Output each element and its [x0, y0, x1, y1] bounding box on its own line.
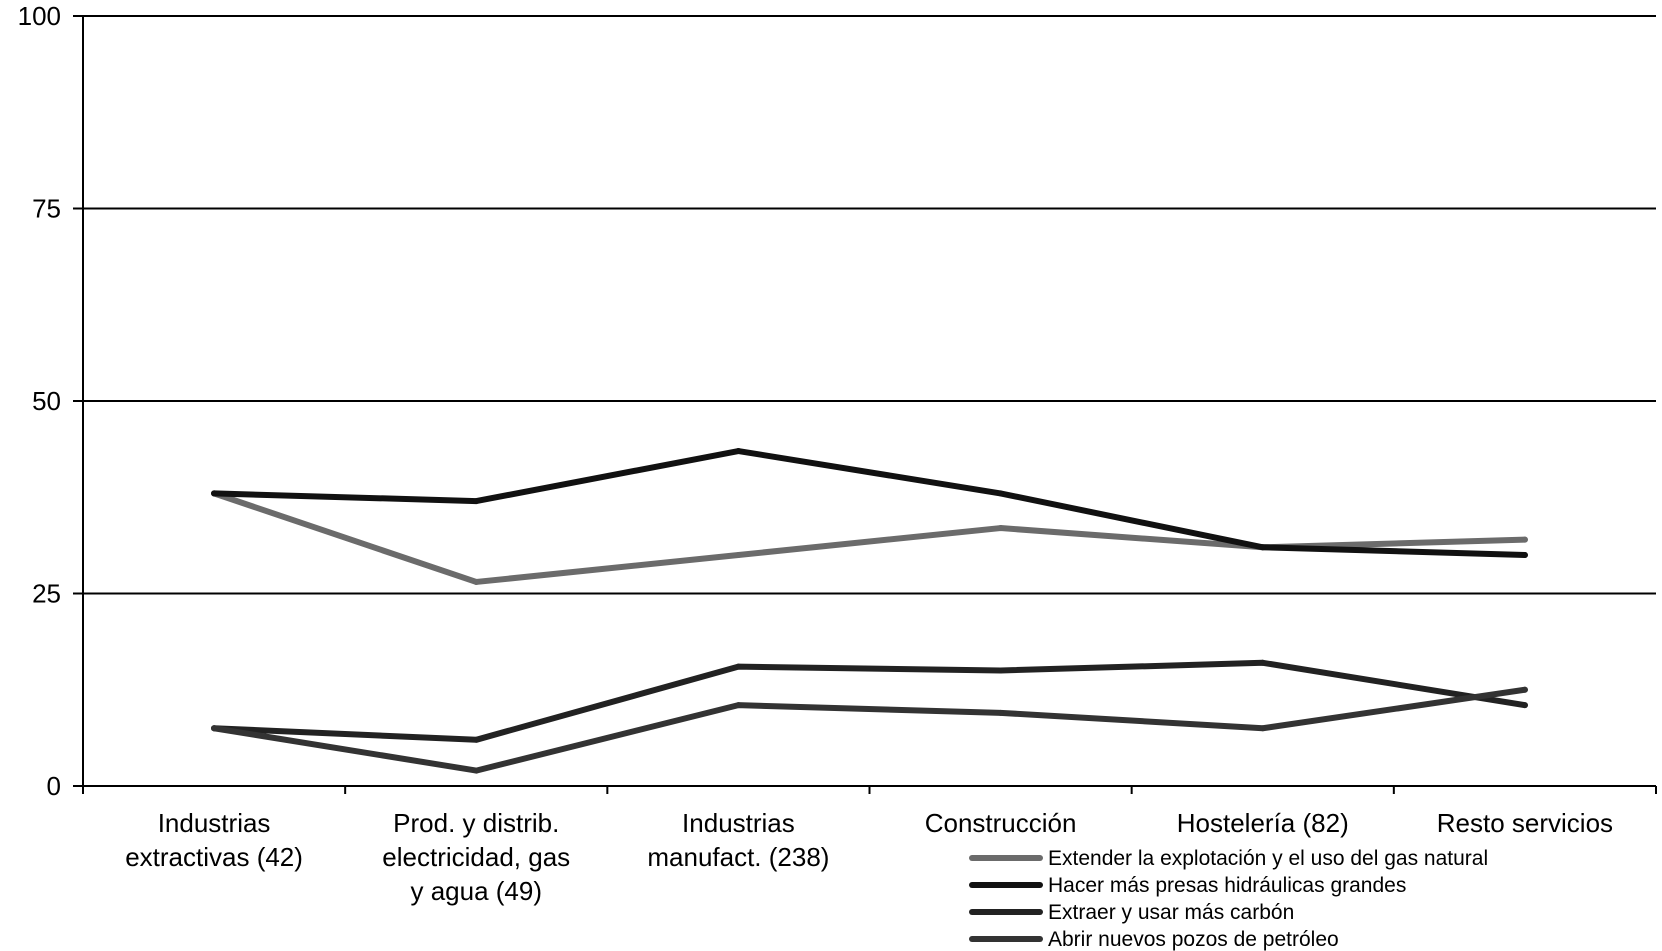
x-tick-label: Construcción — [925, 808, 1077, 838]
y-tick-label: 100 — [18, 1, 61, 31]
series-lines — [211, 448, 1528, 774]
data-point — [735, 552, 742, 558]
data-point — [473, 736, 480, 743]
data-point — [735, 448, 742, 455]
data-point — [1521, 552, 1528, 558]
x-tick-labels: Industrias extractivas (42) Prod. y distri… — [125, 808, 1613, 906]
data-point — [473, 578, 480, 585]
legend-entry-label: Hacer más presas hidráulicas grandes — [1048, 874, 1406, 897]
data-point — [1259, 544, 1266, 551]
data-point — [1521, 686, 1528, 693]
y-tick-label: 75 — [32, 194, 61, 224]
y-tick-labels: 0 25 50 75 100 — [18, 1, 61, 801]
data-point — [473, 767, 480, 774]
data-point — [997, 490, 1004, 497]
x-tick-label: Hostelería (82) — [1177, 808, 1349, 838]
x-tick-label-line: Construcción — [925, 808, 1077, 838]
y-tick-label: 25 — [32, 579, 61, 609]
x-tick-label-line: Resto servicios — [1437, 808, 1613, 838]
series-line-3 — [211, 686, 1528, 774]
data-point — [1259, 725, 1266, 732]
y-tick-label: 0 — [47, 771, 61, 801]
series-line-1 — [211, 448, 1528, 558]
legend-entry-label: Extender la explotación y el uso del gas… — [1048, 847, 1488, 870]
grid-lines — [83, 15, 1656, 595]
x-tick-label-line: y agua (49) — [410, 876, 542, 906]
data-point — [735, 663, 742, 670]
data-point — [211, 725, 218, 732]
legend: Extender la explotación y el uso del gas… — [969, 847, 1488, 951]
x-tick-label-line: electricidad, gas — [382, 842, 570, 872]
data-point — [1259, 659, 1266, 666]
x-tick-label-line: extractivas (42) — [125, 842, 303, 872]
data-point — [997, 667, 1004, 674]
series-line-2 — [211, 659, 1528, 743]
x-tick-label-line: manufact. (238) — [647, 842, 829, 872]
data-point — [997, 525, 1004, 532]
x-tick-label-line: Industrias — [682, 808, 795, 838]
x-tick-label: Prod. y distrib. electricidad, gas y agua … — [382, 808, 570, 906]
data-point — [211, 490, 218, 497]
data-point — [473, 498, 480, 505]
axes — [73, 15, 1657, 794]
data-point — [997, 709, 1004, 716]
x-tick-label-line: Hostelería (82) — [1177, 808, 1349, 838]
data-point — [1521, 536, 1528, 543]
x-tick-label: Industrias extractivas (42) — [125, 808, 303, 872]
y-tick-label: 50 — [32, 386, 61, 416]
data-point — [735, 702, 742, 709]
x-tick-label-line: Prod. y distrib. — [393, 808, 559, 838]
x-tick-label: Resto servicios — [1437, 808, 1613, 838]
legend-entry-label: Abrir nuevos pozos de petróleo — [1048, 928, 1339, 951]
x-tick-label-line: Industrias — [158, 808, 271, 838]
x-tick-label: Industrias manufact. (238) — [647, 808, 829, 872]
legend-entry-label: Extraer y usar más carbón — [1048, 901, 1294, 924]
data-point — [1521, 702, 1528, 709]
series-line-0 — [211, 490, 1528, 585]
